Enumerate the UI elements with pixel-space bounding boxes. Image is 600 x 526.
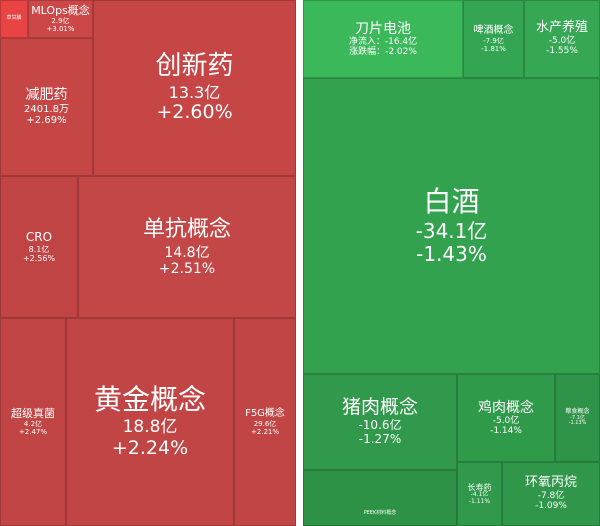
treemap-tile[interactable]: F5G概念 29.6亿 +2.21%	[234, 318, 296, 526]
tile-label: 白酒	[423, 184, 480, 218]
tile-change: -1.81%	[481, 44, 506, 53]
tile-flow: 18.8亿	[122, 417, 178, 438]
tile-label: 鸡肉概念	[478, 399, 534, 416]
tile-change: +2.24%	[111, 436, 189, 459]
tile-change: +2.47%	[18, 428, 48, 437]
tile-label: 长寿药	[467, 482, 492, 492]
tile-flow: -10.6亿	[358, 418, 402, 433]
tile-flow: 8.1亿	[28, 244, 50, 254]
tile-label: 草甘膦	[6, 15, 22, 22]
treemap-tile[interactable]: 白酒 -34.1亿 -1.43%	[303, 78, 600, 374]
tile-change: 涨跌幅：-2.02%	[349, 47, 417, 58]
tile-label: 刀片电池	[355, 20, 411, 37]
tile-change: +2.69%	[26, 115, 67, 127]
tile-change: +3.01%	[46, 25, 75, 34]
tile-change: +2.60%	[156, 101, 233, 124]
tile-flow: 2.9亿	[51, 17, 70, 26]
treemap-tile[interactable]: 环氧丙烷 -7.8亿 -1.09%	[502, 462, 600, 526]
tile-flow: 4.2亿	[23, 420, 43, 429]
treemap-tile[interactable]: 长寿药 -4.1亿 -1.11%	[457, 462, 502, 526]
tile-flow: 净流入：-16.4亿	[348, 36, 418, 47]
tile-change: -1.11%	[468, 497, 491, 505]
tile-label: 超级真菌	[11, 406, 55, 420]
tile-change: -1.14%	[490, 426, 522, 437]
treemap-tile[interactable]: 刀片电池 净流入：-16.4亿 涨跌幅：-2.02%	[303, 0, 463, 78]
tile-change: -1.27%	[358, 431, 402, 446]
tile-label: 黄金概念	[93, 383, 206, 417]
tile-label: F5G概念	[245, 408, 285, 420]
treemap-tile[interactable]: 减肥药 2401.8万 +2.69%	[0, 38, 93, 176]
treemap-tile[interactable]: 鸡肉概念 -5.0亿 -1.14%	[457, 374, 555, 462]
treemap-tile[interactable]: PEEK材料概念	[303, 470, 457, 526]
divider	[296, 0, 303, 526]
treemap-tile[interactable]: 创新药 13.3亿 +2.60%	[93, 0, 296, 176]
treemap-tile[interactable]: MLOps概念 2.9亿 +3.01%	[28, 0, 93, 38]
tile-flow: -5.0亿	[548, 36, 576, 47]
tile-change: +2.51%	[158, 260, 216, 277]
tile-flow: 14.8亿	[164, 244, 210, 261]
treemap-tile[interactable]: 粮食概念 -7.1亿 -1.13%	[555, 374, 600, 462]
treemap-tile[interactable]: 猪肉概念 -10.6亿 -1.27%	[303, 374, 457, 470]
tile-change: -1.43%	[416, 242, 487, 267]
tile-change: -1.09%	[535, 501, 567, 512]
tile-flow: 2401.8万	[24, 103, 69, 115]
treemap-tile[interactable]: CRO 8.1亿 +2.56%	[0, 176, 78, 318]
tile-label: PEEK材料概念	[363, 510, 397, 517]
tile-flow: -7.1亿	[570, 414, 585, 421]
treemap-tile[interactable]: 啤酒概念 -7.9亿 -1.81%	[463, 0, 524, 78]
tile-flow: -5.0亿	[492, 415, 520, 426]
tile-change: -1.55%	[546, 46, 578, 57]
tile-flow: 29.6亿	[253, 419, 277, 428]
tile-label: 猪肉概念	[341, 396, 418, 419]
treemap-tile[interactable]: 水产养殖 -5.0亿 -1.55%	[524, 0, 600, 78]
tile-label: 粮食概念	[565, 407, 590, 415]
tile-label: 水产养殖	[535, 20, 588, 36]
treemap-tile[interactable]: 草甘膦	[0, 0, 28, 38]
tile-flow: 13.3亿	[168, 82, 221, 102]
tile-change: -1.13%	[568, 420, 587, 427]
tile-label: MLOps概念	[31, 3, 90, 17]
tile-label: 创新药	[155, 50, 234, 81]
treemap-tile[interactable]: 单抗概念 14.8亿 +2.51%	[78, 176, 296, 318]
tile-flow: -7.9亿	[483, 36, 504, 45]
tile-change: +2.56%	[22, 253, 56, 263]
tile-change: +2.21%	[250, 427, 280, 436]
tile-flow: -7.8亿	[537, 491, 565, 502]
tile-label: CRO	[25, 229, 53, 244]
tile-flow: -34.1亿	[415, 219, 488, 244]
treemap-tile[interactable]: 黄金概念 18.8亿 +2.24%	[66, 318, 234, 526]
treemap-tile[interactable]: 超级真菌 4.2亿 +2.47%	[0, 318, 66, 526]
tile-label: 单抗概念	[142, 217, 231, 243]
tile-label: 减肥药	[25, 87, 68, 104]
tile-label: 啤酒概念	[473, 25, 514, 37]
tile-flow: -4.1亿	[470, 490, 489, 498]
tile-label: 环氧丙烷	[524, 475, 577, 491]
